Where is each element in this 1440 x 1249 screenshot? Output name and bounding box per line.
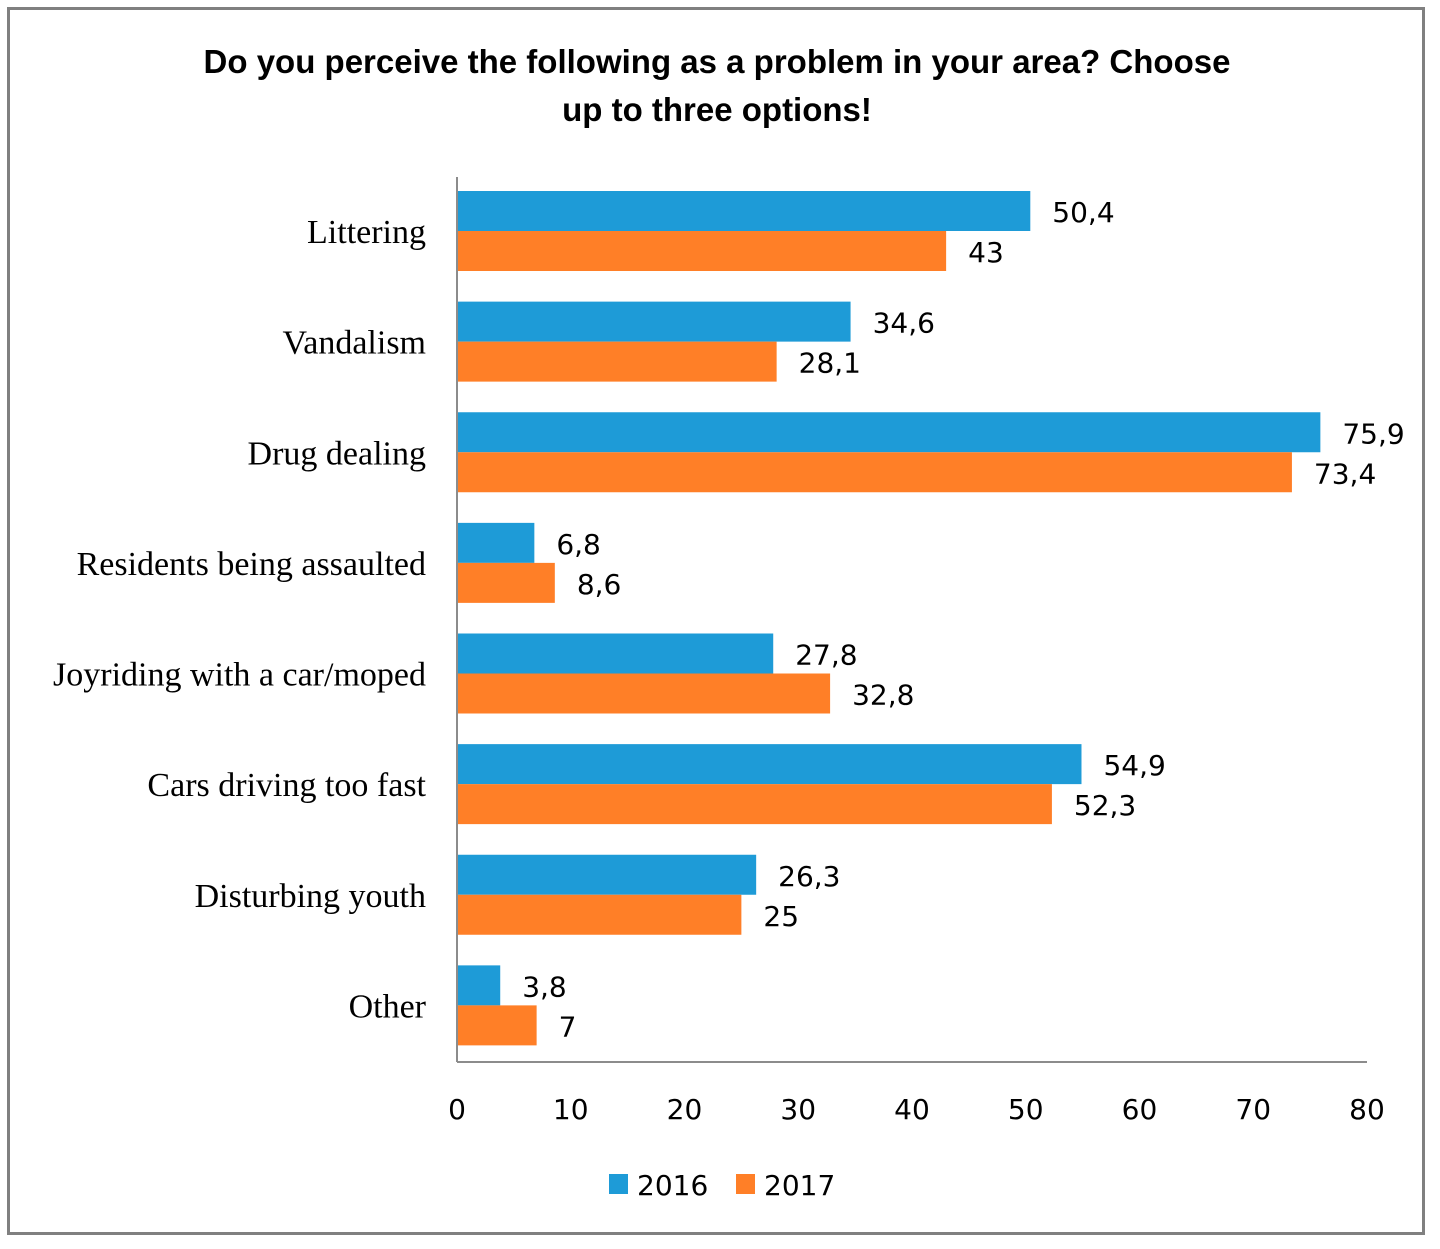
data-label-2017: 7	[559, 1010, 577, 1043]
data-label-2016: 6,8	[556, 528, 601, 561]
legend-swatch-2016	[609, 1174, 628, 1194]
data-label-2016: 3,8	[522, 970, 567, 1003]
bar-2017	[457, 231, 947, 271]
data-label-2017: 32,8	[852, 679, 914, 712]
bar-2017	[457, 452, 1292, 493]
data-label-2016: 75,9	[1342, 417, 1404, 450]
bar-2017	[457, 784, 1052, 825]
category-label: Other	[349, 988, 427, 1025]
bar-2016	[457, 301, 851, 342]
legend-swatch-2017	[736, 1174, 755, 1194]
category-label: Disturbing youth	[195, 878, 426, 915]
data-label-2016: 54,9	[1103, 749, 1165, 782]
x-tick-label: 60	[1122, 1093, 1158, 1126]
bar-2017	[457, 894, 742, 935]
data-label-2017: 8,6	[577, 568, 622, 601]
category-label: Vandalism	[282, 325, 426, 362]
x-tick-label: 40	[894, 1093, 930, 1126]
bar-2016	[457, 744, 1082, 785]
bar-2017	[457, 341, 777, 382]
x-tick-label: 30	[780, 1093, 816, 1126]
legend-label-2016: 2016	[637, 1169, 708, 1202]
data-label-2017: 25	[763, 900, 799, 933]
chart-title: Do you perceive the following as a probl…	[0, 38, 1434, 134]
data-label-2017: 52,3	[1074, 789, 1136, 822]
data-label-2016: 50,4	[1052, 196, 1114, 229]
bar-2017	[457, 1005, 537, 1046]
data-label-2017: 43	[968, 236, 1004, 269]
data-label-2016: 26,3	[778, 860, 840, 893]
chart-title-line-2: up to three options!	[562, 91, 872, 128]
x-tick-label: 50	[1008, 1093, 1044, 1126]
data-label-2017: 73,4	[1314, 457, 1376, 490]
bar-2017	[457, 562, 555, 603]
category-label: Joyriding with a car/moped	[53, 657, 426, 694]
category-label: Residents being assaulted	[77, 546, 426, 583]
category-label: Littering	[307, 214, 426, 251]
bar-2016	[457, 965, 501, 1006]
x-tick-label: 70	[1235, 1093, 1271, 1126]
category-label: Drug dealing	[248, 435, 426, 472]
bar-2016	[457, 854, 757, 895]
bar-2016	[457, 633, 774, 674]
x-tick-label: 20	[667, 1093, 703, 1126]
x-tick-label: 10	[553, 1093, 589, 1126]
bar-2016	[457, 191, 1031, 231]
category-label: Cars driving too fast	[147, 767, 426, 804]
legend-label-2017: 2017	[764, 1169, 835, 1202]
bar-2016	[457, 412, 1321, 453]
x-tick-label: 0	[448, 1093, 466, 1126]
bar-2016	[457, 522, 535, 563]
chart-title-line-1: Do you perceive the following as a probl…	[203, 43, 1231, 80]
data-label-2017: 28,1	[799, 347, 861, 380]
bar-2017	[457, 673, 831, 714]
x-tick-label: 80	[1349, 1093, 1385, 1126]
data-label-2016: 27,8	[795, 639, 857, 672]
data-label-2016: 34,6	[873, 307, 935, 340]
